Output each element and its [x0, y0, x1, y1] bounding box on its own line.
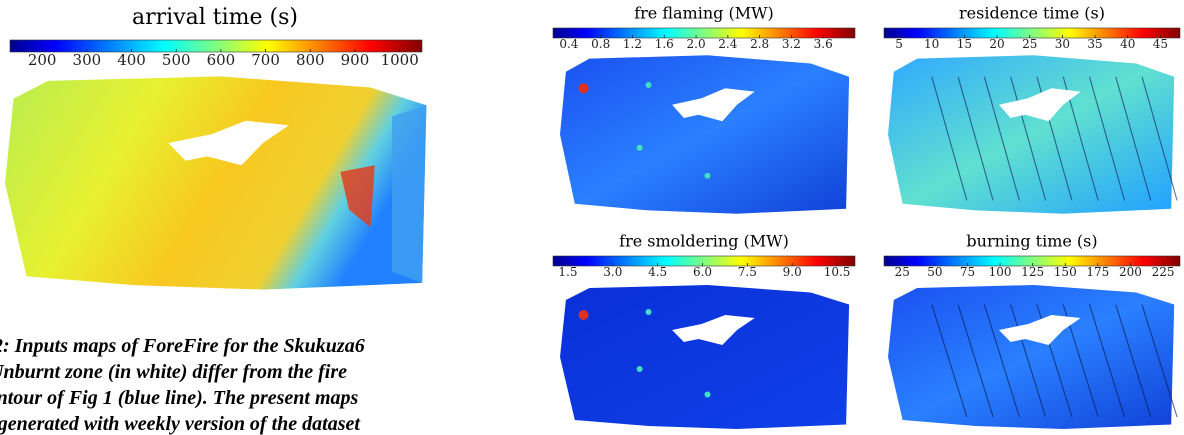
- colorbar-tick-label: 30: [1055, 37, 1070, 51]
- hot-spot: [646, 82, 652, 88]
- caption: re 2: Inputs maps of ForeFire for the Sk…: [0, 335, 365, 435]
- colorbar-tick-label: 900: [341, 51, 370, 69]
- colorbar-tick-label: 4.5: [648, 265, 667, 279]
- colorbar-tick-label: 3.0: [603, 265, 622, 279]
- figure: re 2: Inputs maps of ForeFire for the Sk…: [0, 0, 1184, 435]
- colorbar-tick-label: 10: [924, 37, 939, 51]
- panel-title: fre flaming (MW): [634, 4, 774, 23]
- map-area: [560, 55, 849, 213]
- map-area: [560, 285, 849, 429]
- colorbar-tick-label: 2.4: [718, 37, 737, 51]
- colorbar-tick-label: 1.6: [655, 37, 674, 51]
- hot-spot: [637, 366, 643, 372]
- caption-line: re generated with weekly version of the …: [0, 413, 361, 435]
- colorbar-tick-label: 300: [73, 51, 102, 69]
- colorbar-tick-label: 40: [1120, 37, 1135, 51]
- panel-title: arrival time (s): [132, 5, 298, 30]
- colorbar-tick-label: 175: [1086, 265, 1109, 279]
- hot-spot: [705, 392, 711, 398]
- panel: fre flaming (MW) 0.4 0.8 1.2 1.6 2.0 2.4 2.8 3.2…: [553, 4, 855, 214]
- colorbar-tick-label: 75: [960, 265, 975, 279]
- hot-spot: [637, 145, 643, 151]
- colorbar-tick-label: 225: [1152, 265, 1175, 279]
- colorbar-tick-label: 10.5: [824, 265, 851, 279]
- colorbar-tick-label: 0.4: [559, 37, 578, 51]
- colorbar-tick-label: 50: [927, 265, 942, 279]
- colorbar-tick-label: 100: [989, 265, 1012, 279]
- colorbar-tick-label: 500: [162, 51, 191, 69]
- colorbar-tick-label: 3.2: [782, 37, 801, 51]
- hot-spot: [646, 309, 652, 315]
- hot-spot: [705, 173, 711, 179]
- colorbar-tick-label: 45: [1153, 37, 1168, 51]
- colorbar-tick-label: 1.2: [623, 37, 642, 51]
- colorbar-tick-label: 2.8: [750, 37, 769, 51]
- colorbar-tick-label: 200: [28, 51, 57, 69]
- colorbar-tick-label: 35: [1087, 37, 1102, 51]
- panel: residence time (s) 5 10 15 20 25 30 35 40 45: [884, 4, 1180, 214]
- colorbar-tick-label: 2.0: [687, 37, 706, 51]
- colorbar-tick-label: 0.8: [591, 37, 610, 51]
- caption-line: re 2: Inputs maps of ForeFire for the Sk…: [0, 335, 365, 357]
- colorbar-tick-label: 6.0: [693, 265, 712, 279]
- colorbar-tick-label: 700: [251, 51, 280, 69]
- colorbar-tick-label: 25: [1022, 37, 1037, 51]
- panel: burning time (s) 25 50 75 100 125 150 175 200 225: [884, 232, 1180, 430]
- panel-title: residence time (s): [959, 4, 1105, 23]
- panel-title: burning time (s): [966, 232, 1097, 251]
- hot-spot: [579, 83, 589, 93]
- colorbar-tick-label: 1000: [381, 51, 419, 69]
- colorbar-tick-label: 15: [957, 37, 972, 51]
- hot-spot: [579, 310, 589, 320]
- panel: arrival time (s) 200 300 400 500 600 700 800 900…: [5, 5, 426, 290]
- panel: fre smoldering (MW) 1.5 3.0 4.5 6.0 7.5 9.0 10.…: [553, 232, 855, 430]
- colorbar-tick-label: 125: [1021, 265, 1044, 279]
- colorbar-tick-label: 1.5: [558, 265, 577, 279]
- colorbar-tick-label: 150: [1054, 265, 1077, 279]
- colorbar-tick-label: 20: [989, 37, 1004, 51]
- edge-zone: [392, 105, 426, 283]
- caption-line: Unburnt zone (in white) differ from the …: [0, 361, 347, 383]
- colorbar-tick-label: 400: [117, 51, 146, 69]
- colorbar-tick-label: 25: [895, 265, 910, 279]
- colorbar-tick-label: 9.0: [783, 265, 802, 279]
- colorbar-tick-label: 5: [895, 37, 903, 51]
- colorbar-tick-label: 3.6: [814, 37, 833, 51]
- colorbar-tick-label: 800: [296, 51, 325, 69]
- caption-line: contour of Fig 1 (blue line). The presen…: [0, 387, 358, 409]
- map-area: [888, 285, 1174, 429]
- colorbar-tick-label: 200: [1119, 265, 1142, 279]
- panel-title: fre smoldering (MW): [619, 232, 789, 251]
- colorbar-tick-label: 7.5: [738, 265, 757, 279]
- map-area: [888, 55, 1174, 213]
- colorbar-tick-label: 600: [207, 51, 236, 69]
